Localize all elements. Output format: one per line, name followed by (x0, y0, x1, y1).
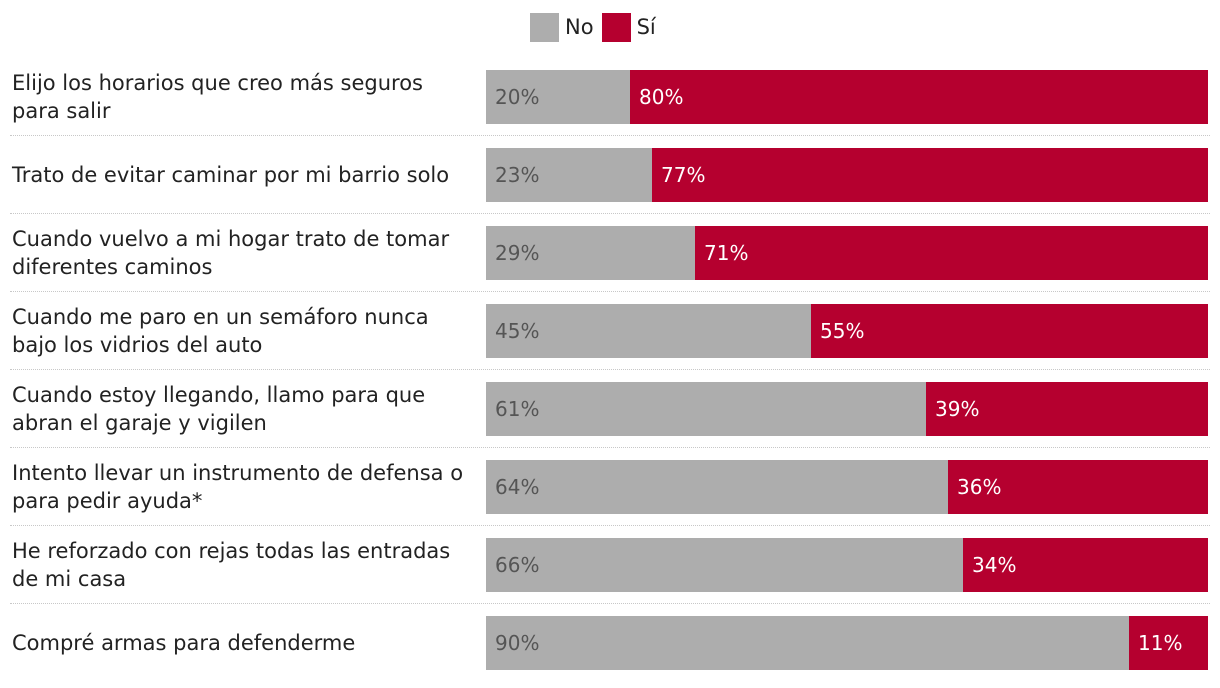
bar-track: 20% 80% (486, 70, 1208, 124)
data-label-no: 64% (495, 475, 540, 499)
data-label-si: 80% (639, 85, 684, 109)
data-label-no: 66% (495, 553, 540, 577)
chart-row: Trato de evitar caminar por mi barrio so… (0, 136, 1210, 214)
legend-label-no: No (565, 15, 594, 39)
legend-swatch-si (601, 12, 631, 42)
chart-row: Compré armas para defenderme 90% 11% (0, 604, 1210, 682)
bar-track: 45% 55% (486, 304, 1208, 358)
chart-row: He reforzado con rejas todas las entrada… (0, 526, 1210, 604)
legend-label-si: Sí (636, 15, 656, 39)
row-divider (10, 135, 1210, 136)
category-label: Cuando vuelvo a mi hogar trato de tomar … (12, 227, 450, 279)
bar-track: 90% 11% (486, 616, 1208, 670)
data-label-si: 34% (972, 553, 1017, 577)
category-label: Intento llevar un instrumento de defensa… (12, 461, 464, 513)
bar-track: 64% 36% (486, 460, 1208, 514)
data-label-no: 29% (495, 241, 540, 265)
legend-item-si: Sí (601, 12, 656, 42)
data-label-no: 90% (495, 631, 540, 655)
bar-segment-no: 45% (486, 304, 811, 358)
data-label-si: 77% (661, 163, 706, 187)
bar-segment-si: 55% (811, 304, 1208, 358)
row-divider (10, 525, 1210, 526)
bar-segment-si: 71% (695, 226, 1208, 280)
chart-row: Intento llevar un instrumento de defensa… (0, 448, 1210, 526)
bar-track: 66% 34% (486, 538, 1208, 592)
category-label: Cuando me paro en un semáforo nunca bajo… (12, 305, 429, 357)
data-label-no: 45% (495, 319, 540, 343)
bar-segment-si: 80% (630, 70, 1208, 124)
category-label: Trato de evitar caminar por mi barrio so… (12, 163, 450, 187)
legend-item-no: No (530, 12, 594, 42)
data-label-no: 61% (495, 397, 540, 421)
bar-segment-no: 23% (486, 148, 652, 202)
chart-legend: No Sí (530, 12, 664, 42)
bar-segment-no: 20% (486, 70, 630, 124)
data-label-si: 55% (820, 319, 865, 343)
bar-track: 61% 39% (486, 382, 1208, 436)
bar-segment-si: 11% (1129, 616, 1208, 670)
bar-segment-no: 90% (486, 616, 1129, 670)
row-divider (10, 291, 1210, 292)
data-label-no: 20% (495, 85, 540, 109)
category-label: He reforzado con rejas todas las entrada… (12, 539, 451, 591)
row-divider (10, 369, 1210, 370)
bar-track: 23% 77% (486, 148, 1208, 202)
data-label-si: 39% (935, 397, 980, 421)
bar-segment-si: 34% (963, 538, 1208, 592)
data-label-si: 36% (957, 475, 1002, 499)
data-label-si: 11% (1138, 631, 1183, 655)
data-label-si: 71% (704, 241, 749, 265)
bar-segment-no: 29% (486, 226, 695, 280)
category-label: Elijo los horarios que creo más seguros … (12, 71, 423, 123)
row-divider (10, 213, 1210, 214)
bar-segment-si: 36% (948, 460, 1208, 514)
category-label: Cuando estoy llegando, llamo para que ab… (12, 383, 426, 435)
row-divider (10, 447, 1210, 448)
bar-segment-si: 39% (926, 382, 1208, 436)
bar-segment-no: 61% (486, 382, 926, 436)
chart-row: Cuando vuelvo a mi hogar trato de tomar … (0, 214, 1210, 292)
bar-segment-no: 64% (486, 460, 948, 514)
category-label: Compré armas para defenderme (12, 631, 356, 655)
bar-segment-no: 66% (486, 538, 963, 592)
bar-segment-si: 77% (652, 148, 1208, 202)
legend-swatch-no (530, 12, 559, 42)
row-divider (10, 603, 1210, 604)
chart-row: Cuando me paro en un semáforo nunca bajo… (0, 292, 1210, 370)
bar-track: 29% 71% (486, 226, 1208, 280)
data-label-no: 23% (495, 163, 540, 187)
chart-row: Cuando estoy llegando, llamo para que ab… (0, 370, 1210, 448)
chart-row: Elijo los horarios que creo más seguros … (0, 58, 1210, 136)
